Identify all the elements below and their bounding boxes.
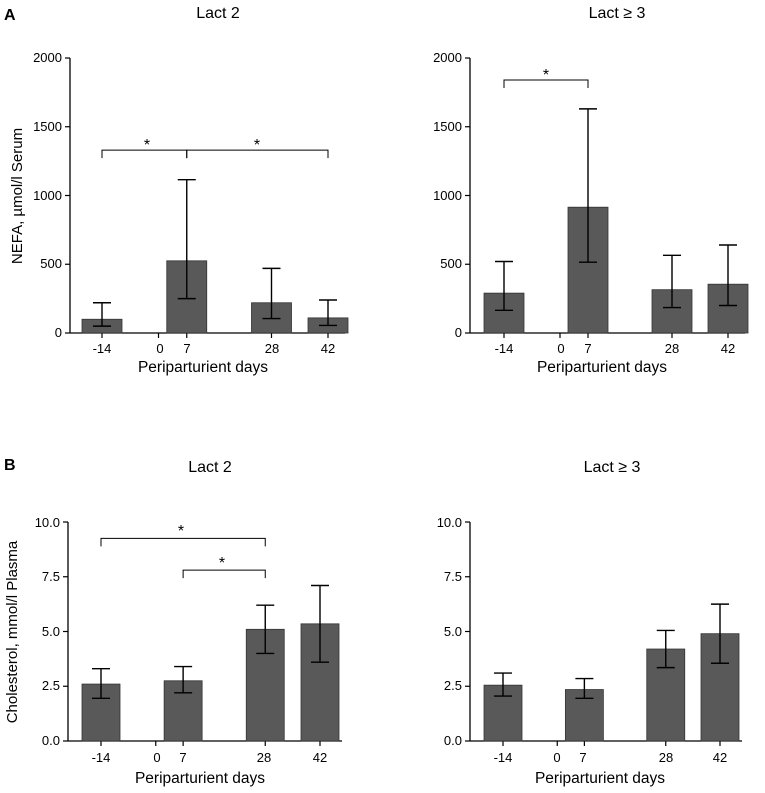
y-tick-label: 7.5 — [42, 569, 60, 584]
x-tick-label: 0 — [153, 750, 160, 765]
x-tick-label: 42 — [321, 341, 335, 356]
y-tick-label: 500 — [40, 256, 62, 271]
x-tick-label: 42 — [713, 750, 727, 765]
x-tick-label: 28 — [265, 341, 279, 356]
panel-label-a: A — [4, 7, 16, 24]
x-tick-label: 0 — [553, 750, 560, 765]
chart-nefa-lact3plus: Lact ≥ 3 Periparturient days 0 500 1000 … — [433, 5, 735, 376]
x-tick-labels: -14 0 7 28 42 — [495, 341, 736, 356]
significance-markers: * * — [144, 137, 260, 154]
chart-nefa-lact2: Lact 2 NEFA, µmol/l Serum Periparturient… — [9, 5, 335, 376]
x-tick-label: 42 — [313, 750, 327, 765]
x-tick-label: 0 — [156, 341, 163, 356]
x-tick-label: 42 — [721, 341, 735, 356]
significance-bracket — [100, 537, 266, 547]
y-axis-label: Cholesterol, mmol/l Plasma — [4, 540, 21, 723]
significance-bracket — [503, 79, 589, 88]
y-tick-label: 0 — [55, 325, 62, 340]
chart-title: Lact ≥ 3 — [589, 5, 646, 22]
y-tick-label: 5.0 — [42, 624, 60, 639]
significance-bracket — [186, 149, 329, 159]
y-tick-label: 0.0 — [42, 733, 60, 748]
x-tick-label: -14 — [92, 750, 111, 765]
chart-title: Lact ≥ 3 — [584, 459, 641, 476]
x-axis-label: Periparturient days — [138, 359, 268, 376]
x-tick-label: -14 — [494, 750, 513, 765]
significance-star: * — [219, 555, 225, 572]
significance-star: * — [144, 137, 150, 154]
chart-title: Lact 2 — [188, 459, 232, 476]
x-tick-labels: -14 0 7 28 42 — [92, 750, 328, 765]
x-tick-label: 7 — [579, 750, 586, 765]
y-tick-label: 10.0 — [437, 515, 462, 530]
chart-cholesterol-lact2: Lact 2 Cholesterol, mmol/l Plasma Peripa… — [4, 459, 327, 787]
x-tick-label: 0 — [557, 341, 564, 356]
significance-star: * — [254, 137, 260, 154]
x-axis-label: Periparturient days — [535, 770, 665, 787]
y-tick-label: 2.5 — [444, 678, 462, 693]
chart-cholesterol-lact3plus: Lact ≥ 3 Periparturient days 0.0 2.5 5.0… — [437, 459, 728, 787]
x-tick-label: 28 — [659, 750, 673, 765]
x-tick-label: 7 — [183, 341, 190, 356]
x-axis-label: Periparturient days — [537, 359, 667, 376]
y-tick-label: 1500 — [33, 119, 62, 134]
y-tick-labels: 0 500 1000 1500 2000 — [433, 50, 462, 340]
y-tick-label: 5.0 — [444, 624, 462, 639]
x-tick-label: 28 — [257, 750, 271, 765]
y-tick-labels: 0 500 1000 1500 2000 — [33, 50, 62, 340]
y-tick-label: 10.0 — [35, 515, 60, 530]
significance-bracket — [182, 569, 266, 579]
y-tick-labels: 0.0 2.5 5.0 7.5 10.0 — [35, 515, 60, 748]
y-tick-label: 1000 — [433, 188, 462, 203]
y-tick-label: 2000 — [433, 50, 462, 65]
x-tick-label: -14 — [93, 341, 112, 356]
y-tick-label: 7.5 — [444, 569, 462, 584]
y-tick-labels: 0.0 2.5 5.0 7.5 10.0 — [437, 515, 462, 748]
bar — [707, 283, 749, 334]
y-tick-label: 2.5 — [42, 678, 60, 693]
y-tick-label: 0.0 — [444, 733, 462, 748]
x-tick-label: 7 — [584, 341, 591, 356]
x-tick-label: -14 — [495, 341, 514, 356]
x-tick-labels: -14 0 7 28 42 — [494, 750, 728, 765]
y-axis-label: NEFA, µmol/l Serum — [9, 128, 26, 264]
y-tick-label: 2000 — [33, 50, 62, 65]
x-axis-label: Periparturient days — [135, 770, 265, 787]
y-tick-label: 1000 — [33, 188, 62, 203]
panel-label-b: B — [4, 457, 16, 474]
y-tick-label: 500 — [440, 256, 462, 271]
x-tick-label: 7 — [179, 750, 186, 765]
chart-title: Lact 2 — [196, 5, 240, 22]
significance-star: * — [178, 523, 184, 540]
significance-markers: * — [543, 67, 549, 84]
significance-star: * — [543, 67, 549, 84]
x-tick-labels: -14 0 7 28 42 — [93, 341, 336, 356]
significance-markers: * * — [178, 523, 225, 572]
y-tick-label: 0 — [455, 325, 462, 340]
x-tick-label: 28 — [665, 341, 679, 356]
y-tick-label: 1500 — [433, 119, 462, 134]
